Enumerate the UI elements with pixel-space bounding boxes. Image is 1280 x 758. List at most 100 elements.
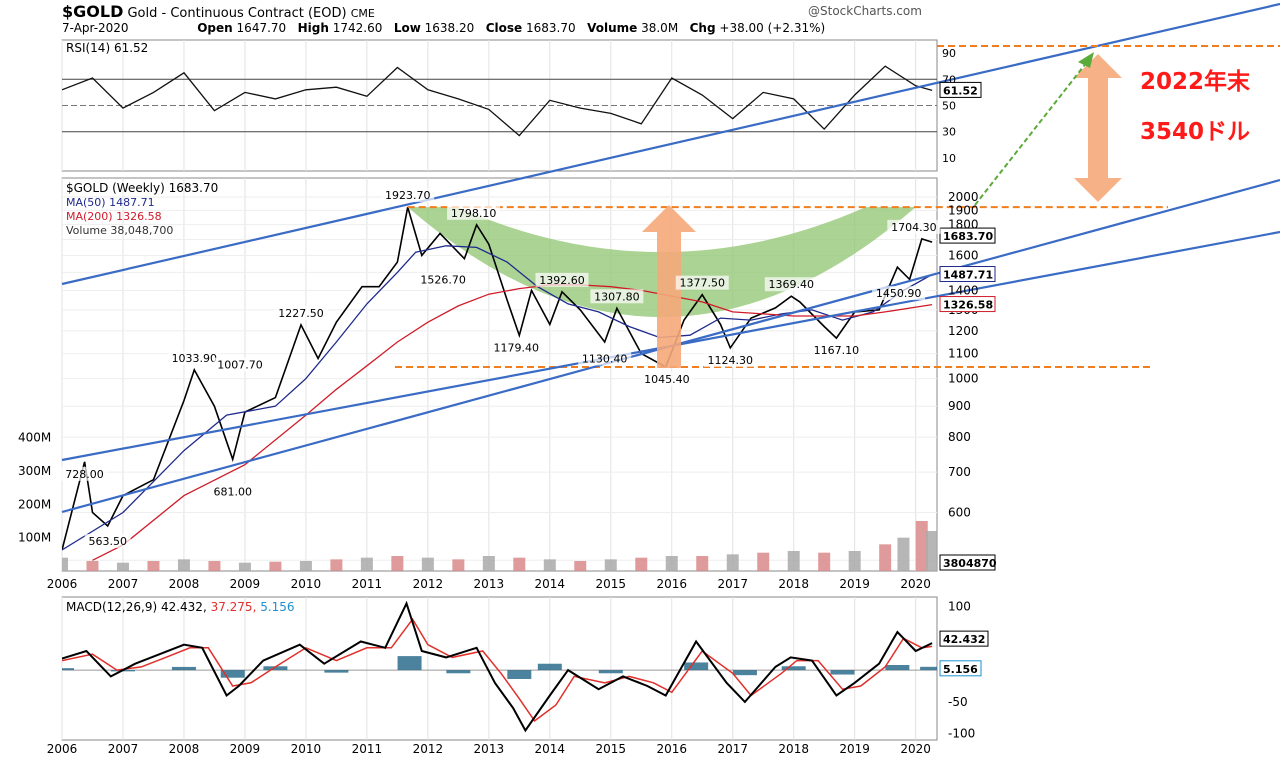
volume-bar — [330, 559, 343, 571]
macd-last-label-box — [939, 630, 989, 647]
ma50-last-label: 1487.71 — [943, 269, 993, 282]
rsi-tick-label: 90 — [942, 47, 956, 60]
volume-bar — [915, 521, 928, 571]
volume-bar — [696, 556, 709, 571]
x-tick-label: 2010 — [291, 577, 322, 591]
volume-bar — [391, 556, 404, 571]
x-tick-label: 2013 — [474, 577, 505, 591]
price-label-bg — [274, 305, 328, 320]
volume-last-label-box — [939, 554, 996, 571]
price-label-bg — [489, 340, 543, 355]
volume-value: 38.0M — [641, 21, 679, 35]
ma200-last-label-box — [939, 296, 996, 313]
projection-arrowhead — [1078, 52, 1094, 68]
price-label-bg — [640, 371, 694, 386]
macd-histogram-bar — [220, 670, 245, 678]
volume-label: Volume — [587, 21, 638, 35]
price-tick-label: 1100 — [948, 347, 979, 361]
volume-bar — [208, 561, 221, 571]
macd-histogram-bar — [446, 670, 471, 674]
x-tick-label: 2012 — [413, 577, 444, 591]
open-label: Open — [197, 21, 233, 35]
price-last-label-box — [939, 227, 996, 244]
x-tick-label: 2020 — [900, 577, 931, 591]
volume-bar — [543, 559, 556, 571]
close-label: Close — [485, 21, 523, 35]
volume-tick-label: 100M — [18, 531, 51, 545]
ma50-last-label-box — [939, 266, 996, 283]
volume-tick-label: 400M — [18, 431, 51, 445]
price-label-bg — [213, 357, 267, 372]
low-label: Low — [393, 21, 421, 35]
price-label: 1307.80 — [594, 290, 640, 303]
volume-bar — [62, 557, 68, 571]
volume-bar — [726, 554, 739, 571]
price-label: 1045.40 — [644, 373, 690, 386]
x-tick-label: 2019 — [839, 742, 870, 756]
price-label: 681.00 — [213, 485, 252, 498]
macd-hist-last-label-box — [939, 660, 982, 677]
price-label: 1526.70 — [420, 274, 466, 287]
rsi-tick-label: 50 — [942, 100, 956, 113]
macd-histogram-bar — [732, 670, 757, 676]
price-label-bg — [61, 466, 108, 481]
x-tick-label: 2011 — [352, 742, 383, 756]
macd-histogram-bar — [507, 670, 532, 679]
price-tick-label: 1200 — [948, 324, 979, 338]
price-label: 1227.50 — [278, 307, 324, 320]
price-label-bg — [590, 289, 644, 304]
price-label: 1392.60 — [539, 274, 585, 287]
description: Gold - Continuous Contract (EOD) — [127, 6, 347, 21]
macd-hist-legend: 5.156 — [260, 600, 294, 614]
watermark[interactable]: @StockCharts.com — [808, 4, 922, 18]
macd-histogram-bar — [397, 656, 422, 671]
x-tick-label: 2014 — [535, 577, 566, 591]
macd-line — [62, 600, 933, 733]
quote-date: 7-Apr-2020 — [62, 21, 129, 35]
macd-histogram-bar — [62, 668, 74, 671]
price-label: 1124.30 — [708, 354, 754, 367]
price-label-bg — [578, 351, 632, 366]
volume-bar — [482, 556, 495, 571]
price-label: 1369.40 — [769, 278, 815, 291]
x-tick-label: 2017 — [717, 577, 748, 591]
price-label: 728.00 — [65, 468, 104, 481]
price-label-bg — [447, 205, 501, 220]
x-tick-label: 2015 — [596, 577, 627, 591]
price-label: 1923.70 — [385, 189, 431, 202]
trend-line — [61, 2, 1280, 286]
ma50-line — [62, 245, 933, 551]
volume-bar — [604, 559, 617, 571]
volume-bar — [86, 561, 99, 571]
volume-legend: Volume 38,048,700 — [66, 224, 173, 237]
price-tick-label: 1600 — [948, 248, 979, 262]
x-tick-label: 2018 — [778, 742, 809, 756]
macd-histogram-bar — [598, 670, 623, 674]
rsi-line — [62, 65, 933, 137]
macd-histogram-bar — [885, 665, 910, 671]
volume-bar — [513, 557, 526, 571]
x-tick-label: 2008 — [169, 577, 200, 591]
price-tick-label: 600 — [948, 506, 971, 520]
volume-bar — [757, 552, 770, 571]
x-tick-label: 2014 — [535, 742, 566, 756]
volume-bar — [897, 537, 910, 571]
rsi-last-label-box — [939, 81, 982, 98]
volume-bar — [926, 531, 937, 571]
volume-bar — [116, 562, 129, 571]
price-tick-label: 1000 — [948, 372, 979, 386]
price-label-bg — [84, 533, 131, 548]
price-label: 1007.70 — [217, 359, 263, 372]
price-tick-label: 700 — [948, 465, 971, 479]
macd-histogram-bar — [781, 666, 806, 671]
x-tick-label: 2009 — [230, 577, 261, 591]
price-label: 1033.90 — [172, 352, 218, 365]
high-label: High — [297, 21, 329, 35]
macd-histogram-bar — [830, 670, 855, 675]
x-tick-label: 2016 — [656, 742, 687, 756]
price-line — [62, 206, 933, 551]
x-tick-label: 2018 — [778, 577, 809, 591]
price-label-bg — [872, 286, 926, 301]
macd-last-label: 42.432 — [943, 633, 985, 646]
